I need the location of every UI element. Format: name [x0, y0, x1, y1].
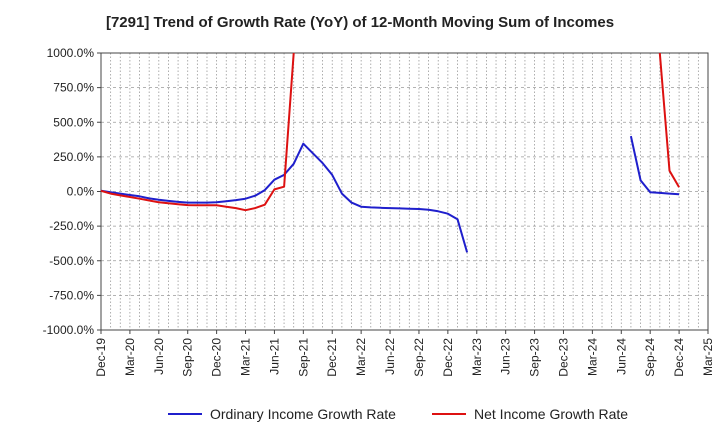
series-line-ordinary-income [629, 135, 680, 196]
legend-item-net-income: Net Income Growth Rate [432, 404, 628, 424]
y-tick-label: 250.0% [53, 150, 94, 164]
series-line-net-income [101, 53, 295, 212]
series-line-net-income [658, 53, 680, 188]
legend: Ordinary Income Growth Rate Net Income G… [0, 404, 720, 424]
y-tick-label: 1000.0% [47, 46, 95, 60]
legend-label-ordinary-income: Ordinary Income Growth Rate [210, 406, 396, 422]
chart-title: [7291] Trend of Growth Rate (YoY) of 12-… [105, 14, 615, 31]
legend-swatch-net-income [432, 413, 466, 415]
y-tick-label: 500.0% [53, 115, 94, 129]
legend-swatch-ordinary-income [168, 413, 202, 415]
x-tick-label: Mar-22 [354, 338, 368, 376]
x-tick-label: Dec-19 [94, 338, 108, 377]
x-tick-label: Sep-23 [528, 338, 542, 377]
y-tick-label: 750.0% [53, 81, 94, 95]
x-tick-label: Jun-20 [152, 338, 166, 375]
x-tick-label: Mar-20 [123, 338, 137, 376]
x-tick-label: Sep-22 [412, 338, 426, 377]
x-tick-label: Sep-20 [181, 338, 195, 377]
y-tick-label: 0.0% [67, 185, 95, 199]
y-tick-label: -500.0% [49, 254, 94, 268]
x-tick-label: Mar-23 [470, 338, 484, 376]
legend-item-ordinary-income: Ordinary Income Growth Rate [168, 404, 396, 424]
y-tick-label: -1000.0% [43, 323, 95, 337]
x-tick-label: Dec-22 [441, 338, 455, 377]
x-tick-label: Dec-21 [325, 338, 339, 377]
x-tick-label: Sep-21 [296, 338, 310, 377]
x-tick-label: Dec-20 [210, 338, 224, 377]
x-tick-label: Jun-22 [383, 338, 397, 375]
legend-label-net-income: Net Income Growth Rate [474, 406, 629, 422]
x-tick-label: Dec-23 [556, 338, 570, 377]
x-tick-label: Jun-23 [499, 338, 513, 375]
x-tick-label: Jun-24 [614, 338, 628, 375]
x-tick-label: Mar-24 [585, 338, 599, 376]
x-tick-label: Jun-21 [267, 338, 281, 375]
x-tick-label: Sep-24 [643, 338, 657, 377]
y-tick-label: -750.0% [49, 288, 94, 302]
x-tick-label: Dec-24 [672, 338, 686, 377]
x-tick-label: Mar-21 [239, 338, 253, 376]
x-tick-label: Mar-25 [701, 338, 715, 376]
y-tick-label: -250.0% [49, 219, 94, 233]
